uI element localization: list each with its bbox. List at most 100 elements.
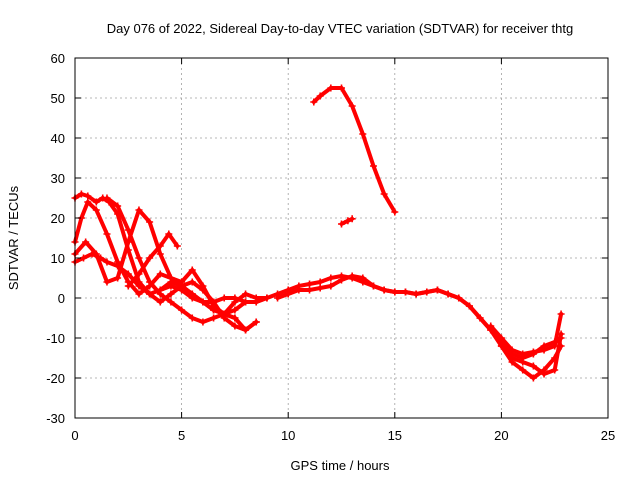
data-point	[124, 238, 132, 246]
data-point	[231, 294, 239, 302]
data-point	[455, 294, 463, 302]
data-point	[529, 348, 537, 356]
data-point	[476, 314, 484, 322]
data-point	[465, 302, 473, 310]
series-trail	[456, 296, 472, 308]
data-point	[391, 288, 399, 296]
series-trail	[467, 304, 483, 320]
data-point	[188, 314, 196, 322]
series-trail	[158, 232, 171, 248]
data-point	[557, 310, 565, 318]
y-tick-label: 0	[58, 291, 65, 306]
data-point	[220, 310, 228, 318]
data-point	[178, 278, 186, 286]
data-point	[210, 298, 218, 306]
data-point	[508, 346, 516, 354]
series-trail	[552, 332, 564, 372]
series-trail	[382, 192, 397, 214]
series-track-5	[124, 230, 181, 290]
data-point	[188, 294, 196, 302]
data-point	[124, 282, 132, 290]
y-tick-label: 40	[51, 131, 65, 146]
data-point	[114, 202, 122, 210]
data-point	[327, 282, 335, 290]
data-point	[519, 350, 527, 358]
series-trail	[179, 288, 195, 300]
data-point	[156, 242, 164, 250]
data-point	[84, 198, 92, 206]
data-point	[231, 306, 239, 314]
data-point	[242, 326, 250, 334]
data-point	[124, 226, 132, 234]
data-point	[401, 288, 409, 296]
data-point	[327, 274, 335, 282]
series-track-6	[103, 194, 239, 326]
series-trail	[136, 284, 152, 296]
data-point	[242, 298, 250, 306]
series-trail	[115, 204, 131, 232]
plot-frame	[74, 57, 609, 419]
data-point	[103, 278, 111, 286]
data-point	[199, 282, 207, 290]
data-point	[114, 274, 122, 282]
series-track-12	[338, 215, 356, 228]
data-point	[231, 322, 239, 330]
data-point	[391, 208, 399, 216]
data-point	[338, 276, 345, 284]
series-trail	[499, 344, 515, 360]
series-trail	[168, 300, 184, 312]
data-point	[178, 306, 186, 314]
x-tick-label: 10	[281, 428, 295, 443]
tick-layer: 0 5 10 15 20 25 -30 -20 -10 0 10 20 30 40 50 60	[46, 51, 615, 443]
series-trail	[126, 272, 141, 288]
series-trail	[243, 320, 259, 332]
data-point	[263, 294, 271, 302]
series-trail	[107, 200, 120, 216]
data-point	[84, 192, 92, 200]
series-track-8	[274, 272, 565, 382]
series-trail	[104, 232, 120, 264]
data-point	[310, 98, 318, 106]
x-tick-label: 15	[388, 428, 402, 443]
data-point	[557, 330, 565, 338]
series-trail	[520, 368, 536, 380]
series-trail	[371, 164, 387, 196]
data-point	[252, 318, 260, 326]
series-trail	[190, 280, 205, 292]
data-point	[199, 298, 207, 306]
data-point	[540, 370, 548, 378]
x-tick-label: 5	[178, 428, 185, 443]
data-point	[348, 272, 356, 280]
data-point	[348, 102, 356, 110]
data-point	[316, 92, 324, 100]
series-trail	[190, 268, 205, 288]
series-trail	[339, 86, 355, 108]
data-point	[497, 342, 505, 350]
y-tick-label: 50	[51, 91, 65, 106]
data-point	[92, 198, 100, 206]
data-point	[135, 254, 143, 262]
data-point	[316, 278, 324, 286]
data-point	[77, 190, 85, 198]
series-trail	[232, 316, 248, 332]
data-point	[529, 374, 537, 382]
data-point	[359, 130, 367, 138]
series-track-10	[497, 330, 565, 378]
chart-title: Day 076 of 2022, Sidereal Day-to-day VTE…	[107, 21, 574, 36]
series-trail	[179, 268, 195, 284]
data-point	[508, 354, 516, 362]
series-trail	[126, 228, 141, 260]
data-point	[103, 230, 111, 238]
data-point	[173, 242, 181, 250]
data-point	[135, 282, 143, 290]
series-trail	[158, 292, 173, 304]
data-point	[220, 294, 228, 302]
data-point	[231, 314, 239, 322]
data-point	[540, 346, 548, 354]
data-point	[497, 334, 505, 342]
data-point	[103, 194, 111, 202]
data-point	[380, 286, 388, 294]
data-point	[146, 218, 154, 226]
data-point	[146, 278, 154, 286]
